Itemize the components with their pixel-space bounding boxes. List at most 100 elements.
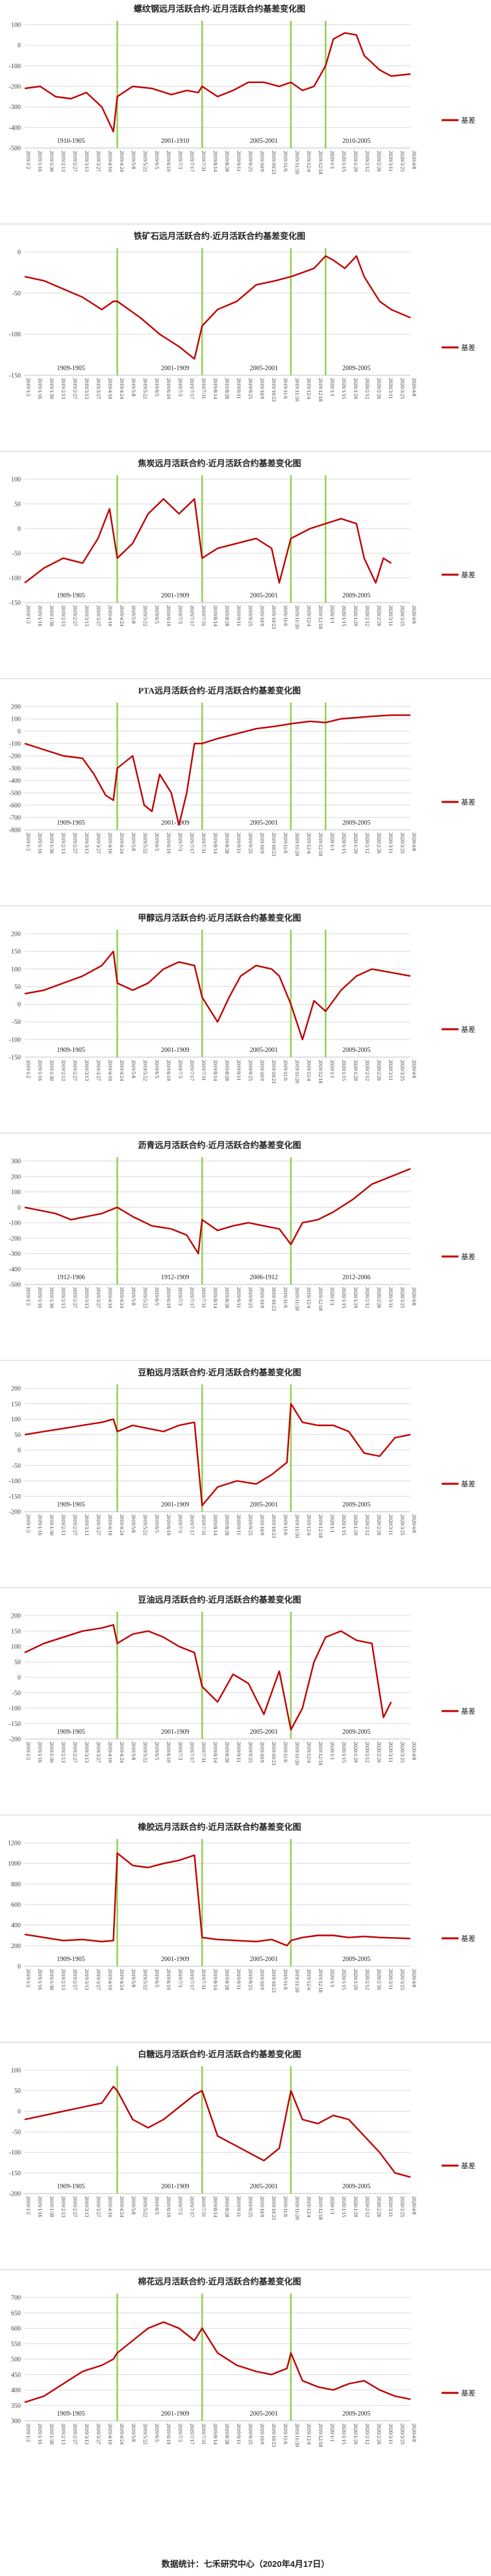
period-label: 2009-2005	[342, 1047, 370, 1054]
x-tick-label: 2020/1/29	[353, 832, 359, 853]
x-tick-label: 2019/5/22	[142, 2196, 148, 2217]
series-line	[24, 2086, 411, 2178]
x-tick-label: 2019/3/27	[95, 1969, 101, 1990]
x-tick-label: 2019/6/19	[166, 1742, 171, 1762]
line-chart: 白糖远月活跃合约-近月活跃合约基差变化图 100 50 0 -50 -100 -150 -20…	[9, 2049, 475, 2220]
y-tick-label: -150	[9, 373, 21, 380]
x-tick-label: 2019/3/13	[84, 1287, 90, 1308]
y-tick-label: 100	[11, 1189, 21, 1196]
x-tick-label: 2019/9/25	[247, 832, 253, 853]
x-tick-label: 2019/5/8	[131, 151, 136, 169]
x-tick-label: 2020/2/12	[364, 1060, 370, 1081]
x-tick-label: 2019/1/30	[49, 1742, 55, 1762]
y-tick-label: 100	[11, 966, 21, 973]
x-tick-label: 2019/12/18	[318, 378, 323, 401]
period-label: 1909-1905	[57, 1501, 85, 1508]
x-tick-label: 2020/2/12	[364, 1742, 370, 1762]
x-tick-label: 2020/2/12	[364, 1969, 370, 1990]
x-tick-label: 2019/1/30	[49, 151, 55, 171]
x-tick-label: 2019/6/5	[154, 378, 160, 396]
x-tick-label: 2020/3/25	[399, 2196, 405, 2217]
chart-title: 铁矿石远月活跃合约-近月活跃合约基差变化图	[133, 231, 305, 241]
x-tick-label: 2019/2/27	[72, 378, 78, 399]
x-tick-label: 2020/1/1	[329, 1514, 335, 1532]
x-tick-label: 2020/2/12	[364, 2196, 370, 2217]
period-label: 2001-1910	[161, 138, 189, 145]
line-chart: 棉花远月活跃合约-近月活跃合约基差变化图 700 650 600 550 500 450 40…	[11, 2277, 475, 2447]
x-tick-label: 2019/7/3	[177, 605, 183, 623]
x-tick-label: 2019/2/27	[72, 605, 78, 626]
x-tick-label: 2019/3/27	[95, 151, 101, 171]
y-tick-label: 200	[11, 1173, 21, 1181]
y-tick-label: -100	[9, 1478, 21, 1485]
x-tick-label: 2019/12/18	[318, 605, 323, 629]
x-tick-label: 2019/10/9	[259, 832, 265, 853]
line-chart: 豆粕远月活跃合约-近月活跃合约基差变化图 200 150 100 50 0 -50 -100 -…	[9, 1368, 475, 1538]
x-tick-label: 2019/12/4	[306, 605, 312, 626]
x-tick-label: 2019/1/16	[37, 832, 43, 853]
x-tick-label: 2019/9/11	[236, 832, 242, 853]
y-tick-label: -50	[12, 1462, 21, 1469]
x-tick-label: 2020/1/29	[353, 2196, 359, 2217]
x-tick-label: 2019/7/31	[201, 2423, 207, 2444]
x-tick-label: 2019/9/11	[236, 1060, 242, 1081]
x-tick-label: 2019/2/27	[72, 1287, 78, 1308]
x-tick-label: 2019/7/31	[201, 1514, 207, 1535]
x-tick-label: 2020/2/26	[376, 1969, 382, 1990]
y-tick-label: -300	[9, 1251, 21, 1258]
x-tick-label: 2019/8/14	[212, 378, 218, 399]
x-tick-label: 2020/3/11	[388, 1514, 394, 1535]
y-tick-label: 0	[18, 729, 21, 736]
x-tick-label: 2019/1/2	[25, 605, 31, 623]
x-tick-label: 2019/9/11	[236, 1514, 242, 1535]
x-tick-label: 2019/3/27	[95, 2196, 101, 2217]
y-tick-label: 0	[18, 526, 21, 533]
period-label: 2001-1909	[161, 1729, 189, 1736]
x-tick-label: 2019/11/6	[283, 1514, 288, 1535]
legend-label: 基差	[461, 2161, 475, 2170]
x-tick-label: 2019/7/17	[189, 1514, 195, 1535]
y-tick-label: -100	[9, 1036, 21, 1044]
y-tick-label: -150	[9, 1721, 21, 1728]
x-tick-label: 2019/5/8	[131, 605, 136, 623]
x-tick-label: 2019/3/13	[84, 1969, 90, 1990]
x-tick-label: 2019/10/9	[259, 2423, 265, 2444]
x-tick-label: 2020/1/1	[329, 832, 335, 851]
y-tick-label: -100	[9, 575, 21, 582]
x-tick-label: 2020/2/26	[376, 151, 382, 171]
x-tick-label: 2019/1/2	[25, 1742, 31, 1760]
period-label: 2009-2005	[342, 1956, 370, 1963]
x-tick-label: 2020/2/12	[364, 605, 370, 626]
x-tick-label: 2019/10/9	[259, 2196, 265, 2217]
x-tick-label: 2019/1/30	[49, 2196, 55, 2217]
x-tick-label: 2019/5/22	[142, 2423, 148, 2444]
x-tick-label: 2019/2/13	[60, 605, 66, 626]
x-tick-label: 2019/10/23	[271, 832, 277, 856]
x-tick-label: 2019/6/5	[154, 605, 160, 623]
y-tick-label: -200	[9, 1235, 21, 1242]
x-tick-label: 2019/7/31	[201, 832, 207, 853]
x-tick-label: 2020/3/25	[399, 1287, 405, 1308]
x-tick-label: 2020/1/29	[353, 1742, 359, 1762]
period-label: 1909-1905	[57, 2183, 85, 2190]
legend-label: 基差	[461, 343, 475, 352]
y-tick-label: 0	[18, 1447, 21, 1455]
y-tick-label: 100	[11, 2068, 21, 2075]
x-tick-label: 2019/3/13	[84, 378, 90, 399]
y-tick-label: -100	[9, 741, 21, 748]
line-chart: 橡胶远月活跃合约-近月活跃合约基差变化图 1200 1000 800 600 400 200…	[8, 1822, 475, 1992]
x-tick-label: 2019/9/25	[247, 2196, 253, 2217]
x-tick-label: 2019/2/27	[72, 151, 78, 171]
x-tick-label: 2019/2/13	[60, 2196, 66, 2217]
x-tick-label: 2019/12/4	[306, 2423, 312, 2444]
x-tick-label: 2020/2/26	[376, 1060, 382, 1081]
x-tick-label: 2019/6/5	[154, 1287, 160, 1305]
x-tick-label: 2019/3/27	[95, 2423, 101, 2444]
y-tick-label: 450	[11, 2371, 21, 2379]
x-tick-label: 2019/1/2	[25, 1060, 31, 1078]
x-tick-label: 2019/9/25	[247, 1060, 253, 1081]
x-tick-label: 2019/11/6	[283, 1742, 288, 1762]
x-tick-label: 2019/7/17	[189, 1969, 195, 1990]
y-tick-label: 0	[18, 1001, 21, 1008]
x-tick-label: 2019/1/30	[49, 2423, 55, 2444]
